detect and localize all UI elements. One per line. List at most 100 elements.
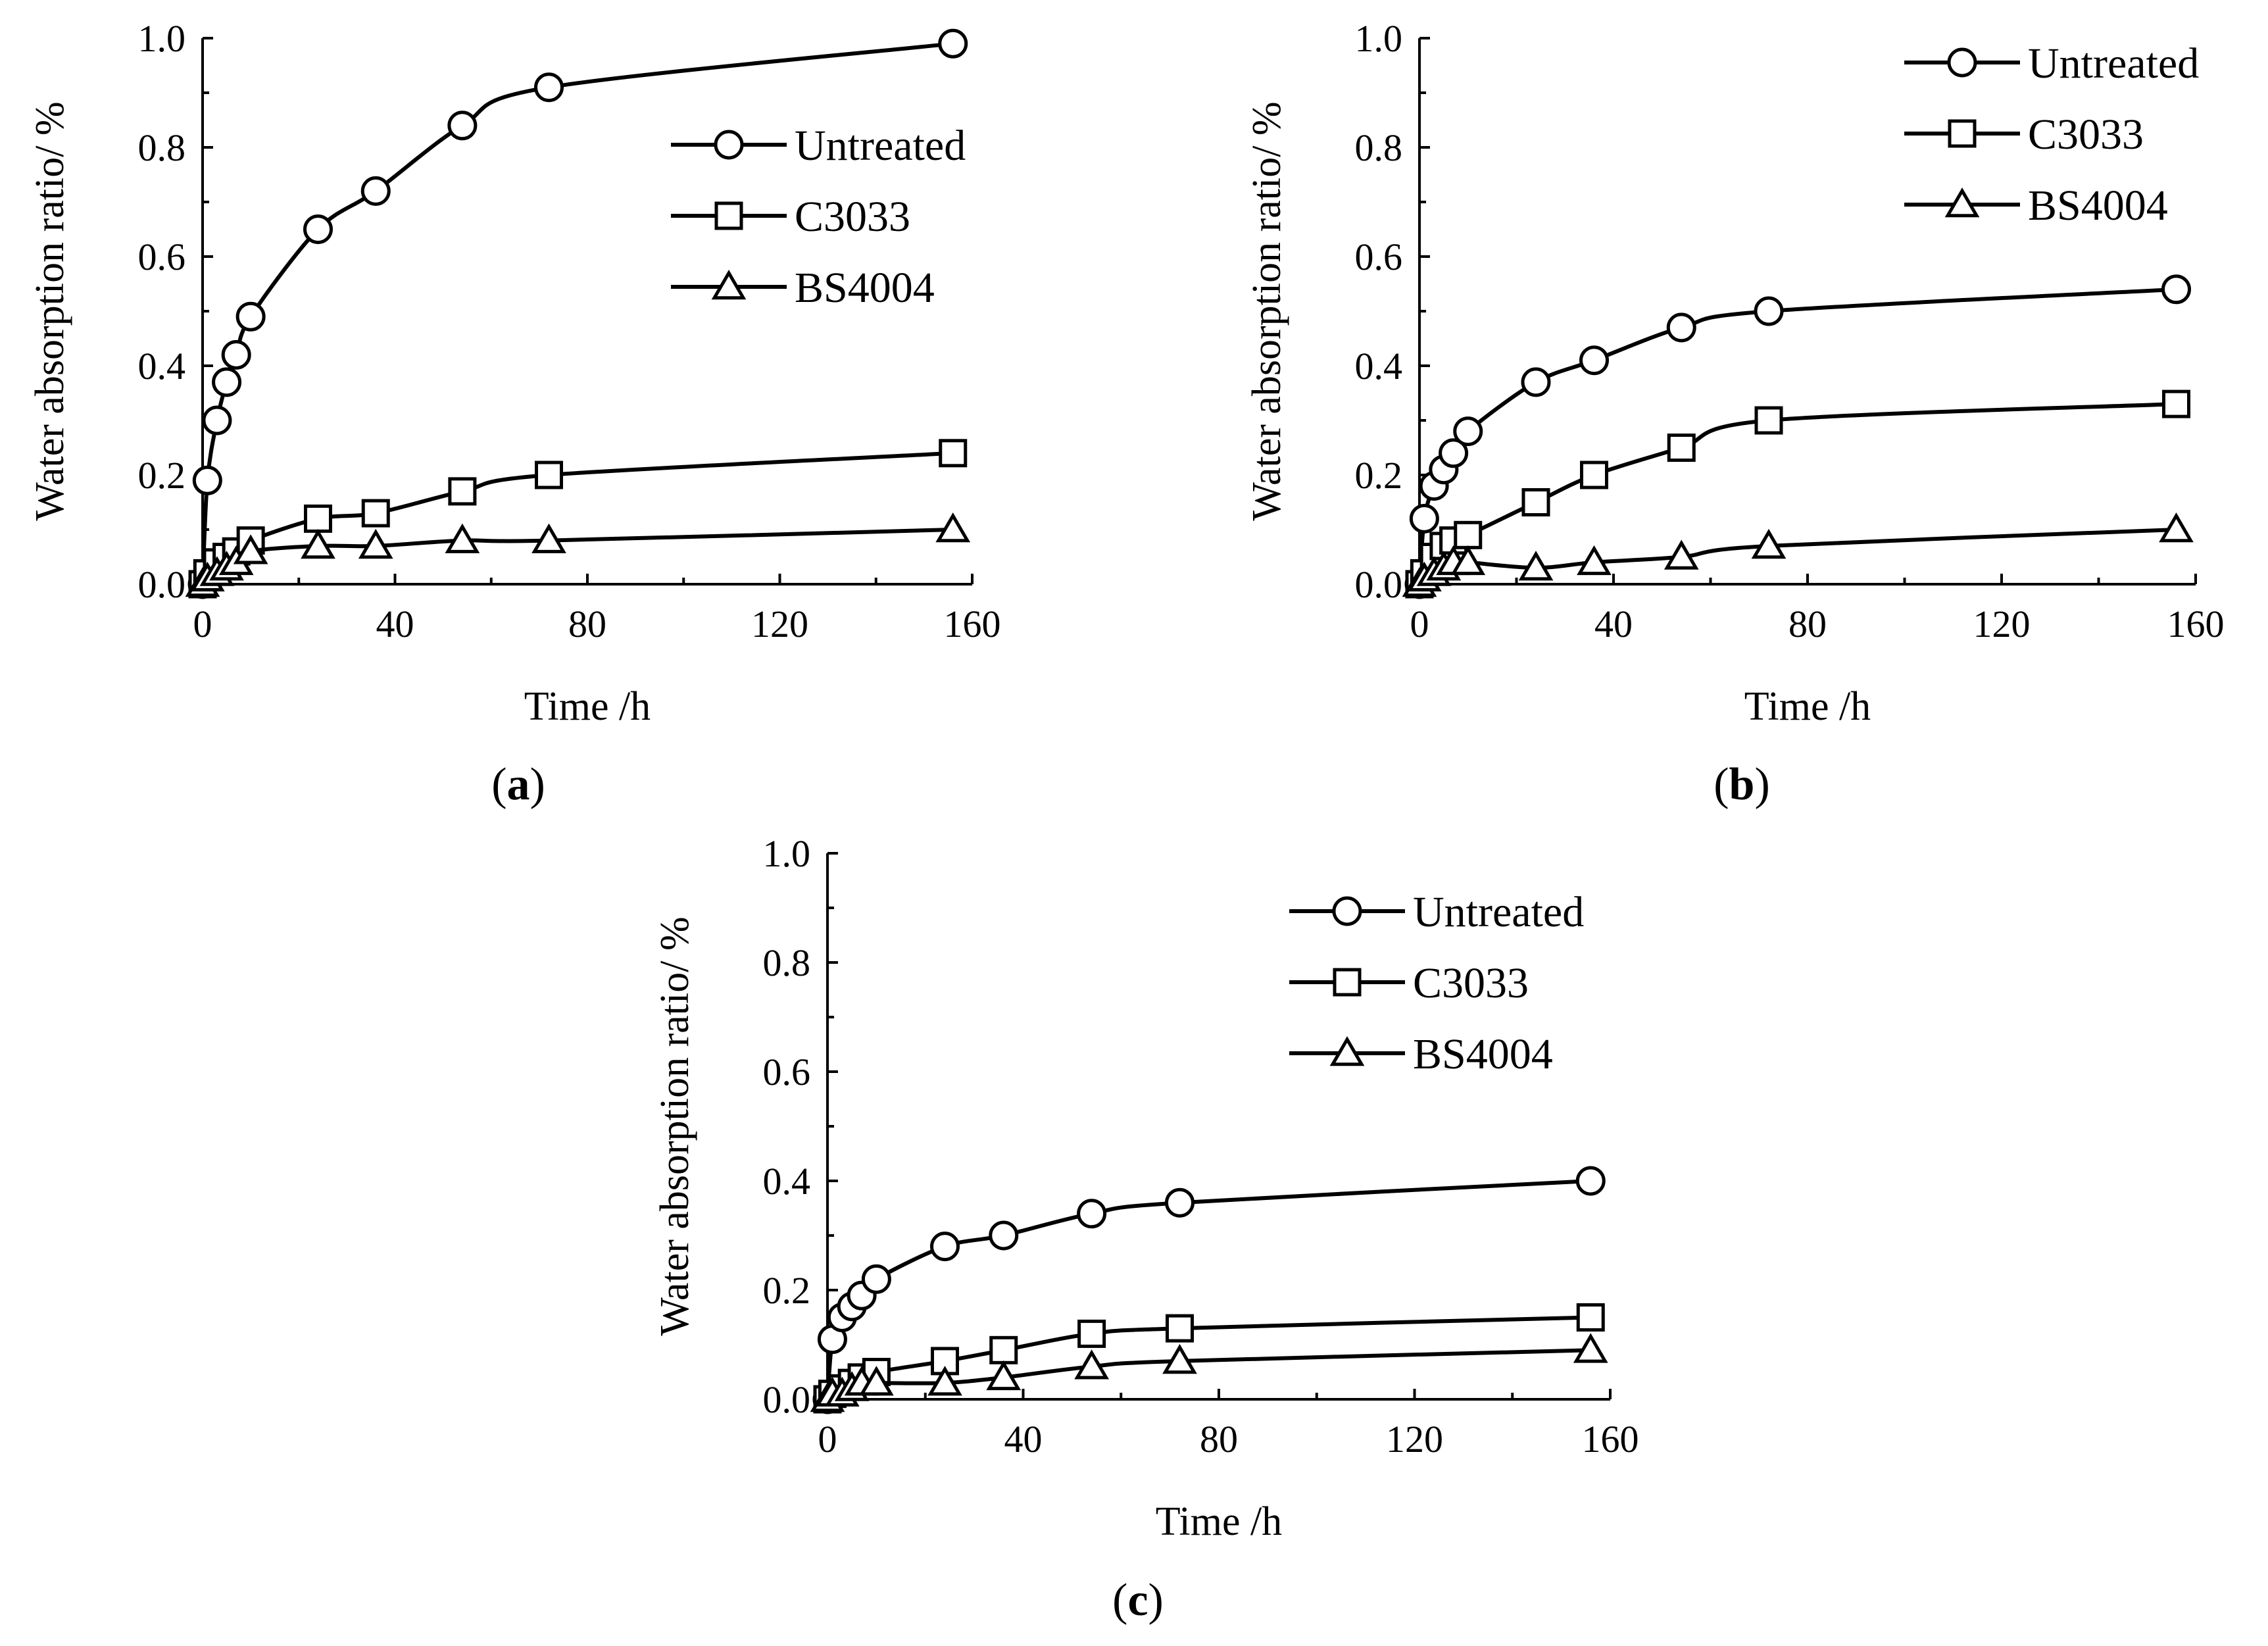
data-point <box>1573 1333 1608 1363</box>
data-point <box>445 523 480 553</box>
data-point <box>447 111 478 141</box>
panel-caption: (a) <box>491 759 545 810</box>
data-point <box>535 461 563 489</box>
series-untreated <box>812 1166 1606 1414</box>
data-point <box>192 465 222 495</box>
data-point <box>448 477 477 506</box>
legend-marker <box>711 270 747 300</box>
data-point <box>1751 528 1787 559</box>
data-point <box>1579 345 1609 376</box>
y-tick-label: 0.8 <box>763 941 811 984</box>
legend-marker <box>1944 187 1980 218</box>
data-point <box>2159 512 2194 543</box>
legend-label: C3033 <box>2028 111 2144 159</box>
series-bs4004 <box>1402 512 2194 597</box>
y-tick-label: 0.2 <box>138 454 186 497</box>
legend-marker <box>1333 968 1362 997</box>
y-tick-label: 0.8 <box>1355 126 1403 169</box>
legend-marker <box>1947 47 1977 78</box>
data-point <box>1166 1314 1194 1343</box>
data-point <box>1518 551 1554 581</box>
data-point <box>235 301 266 332</box>
legend-label: BS4004 <box>795 264 935 312</box>
chart-panel-a: 0.0 0.2 0.4 0.6 0.8 1.0 0 40 80 120 160 Time /h Wate… <box>28 17 1001 810</box>
legend-marker <box>714 201 743 230</box>
x-tick-label: 160 <box>2167 603 2225 645</box>
data-point <box>1439 438 1469 468</box>
y-tick-label: 0.6 <box>1355 236 1403 278</box>
x-tick-label: 40 <box>376 603 414 645</box>
data-point <box>361 499 390 528</box>
data-point <box>859 1366 894 1396</box>
y-tick-label: 0.4 <box>138 345 186 387</box>
y-tick-label: 0.4 <box>763 1160 811 1203</box>
data-point <box>1575 1166 1606 1196</box>
data-point <box>938 28 968 59</box>
legend-marker <box>1332 896 1362 926</box>
data-point <box>1664 539 1699 570</box>
chart-panel-c: 0.0 0.2 0.4 0.6 0.8 1.0 0 40 80 120 160 Time /h Wate… <box>653 832 1639 1626</box>
y-tick-label: 0.4 <box>1355 345 1403 387</box>
x-tick-label: 0 <box>1410 603 1429 645</box>
data-point <box>2162 389 2190 418</box>
data-point <box>989 1335 1018 1364</box>
y-tick-label: 1.0 <box>763 832 811 875</box>
legend-marker <box>714 130 744 160</box>
legend-label: C3033 <box>1413 959 1529 1007</box>
chart-panel-b: 0.0 0.2 0.4 0.6 0.8 1.0 0 40 80 120 160 Time /h Wate… <box>1245 17 2225 810</box>
data-point <box>927 1366 962 1396</box>
data-point <box>304 504 332 533</box>
data-point <box>2161 274 2191 305</box>
x-tick-label: 0 <box>818 1418 837 1460</box>
x-tick-label: 40 <box>1004 1418 1043 1460</box>
series-untreated <box>187 28 968 599</box>
data-point <box>303 214 333 244</box>
legend-marker <box>1329 1036 1365 1066</box>
y-tick-label: 0.0 <box>1355 563 1403 606</box>
legend-label: BS4004 <box>2028 182 2168 230</box>
data-point <box>360 176 391 206</box>
data-point <box>1077 1199 1107 1229</box>
data-point <box>986 1360 1022 1391</box>
x-tick-label: 120 <box>1386 1418 1443 1460</box>
data-point <box>1162 1343 1197 1374</box>
series-bs4004 <box>185 512 971 597</box>
data-point <box>939 439 968 468</box>
legend-marker <box>1948 119 1977 148</box>
data-point <box>233 534 268 564</box>
y-axis-title: Water absorption ratio/ % <box>653 916 697 1335</box>
y-tick-label: 0.6 <box>138 236 186 278</box>
legend-label: BS4004 <box>1413 1030 1553 1078</box>
y-tick-label: 0.0 <box>138 563 186 606</box>
data-point <box>861 1264 891 1294</box>
data-point <box>1666 312 1696 343</box>
x-tick-label: 40 <box>1594 603 1633 645</box>
legend-label: C3033 <box>795 193 910 241</box>
data-point <box>1165 1187 1195 1218</box>
y-tick-label: 1.0 <box>138 17 186 60</box>
x-tick-label: 80 <box>1200 1418 1238 1460</box>
panel-caption: (b) <box>1713 759 1770 810</box>
y-axis-title: Water absorption ratio/ % <box>1245 101 1289 520</box>
data-point <box>1754 296 1784 326</box>
data-point <box>531 523 566 553</box>
y-axis-title: Water absorption ratio/ % <box>28 101 72 520</box>
data-point <box>1409 503 1439 534</box>
y-tick-label: 0.2 <box>763 1269 811 1312</box>
data-point <box>1521 367 1551 397</box>
legend-label: Untreated <box>1413 888 1584 936</box>
data-point <box>1077 1319 1106 1348</box>
data-point <box>1577 545 1612 576</box>
series-bs4004 <box>810 1333 1608 1412</box>
data-point <box>212 367 242 397</box>
data-point <box>1521 488 1550 516</box>
data-point <box>534 72 564 103</box>
y-tick-label: 0.0 <box>763 1378 811 1421</box>
data-point <box>202 405 232 436</box>
panel-caption: (c) <box>1112 1575 1164 1626</box>
data-point <box>1450 545 1486 576</box>
data-point <box>1754 406 1783 435</box>
x-tick-label: 80 <box>568 603 606 645</box>
panel-label: a <box>507 759 530 810</box>
